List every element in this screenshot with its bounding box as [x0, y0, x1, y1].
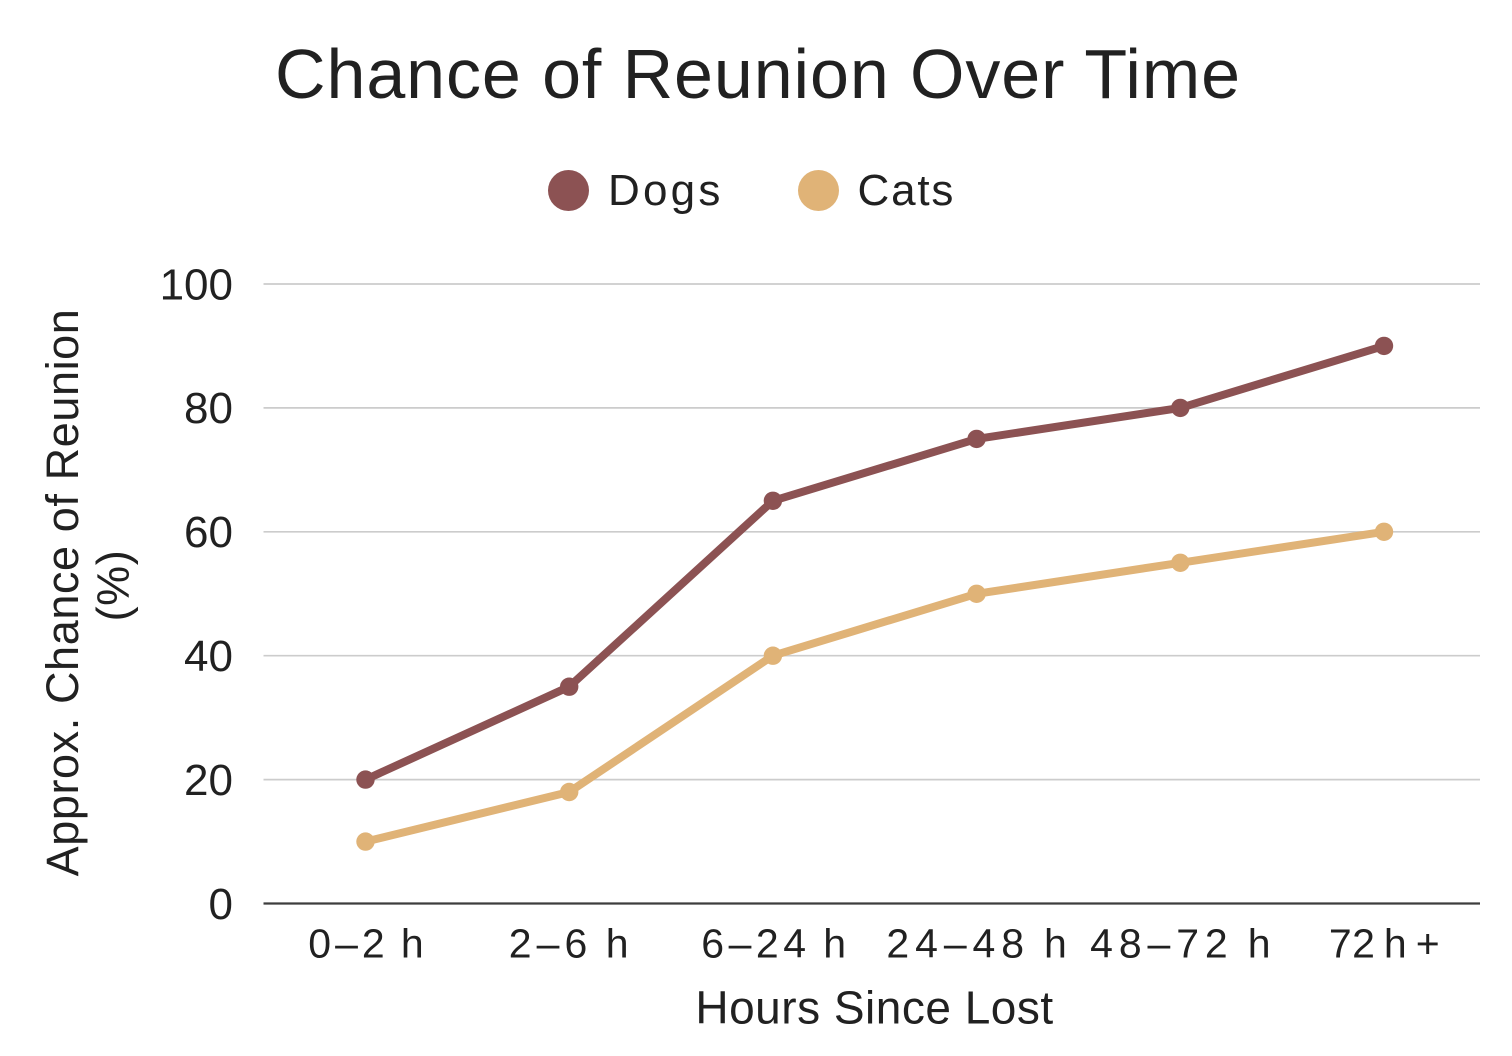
- svg-text:60: 60: [184, 508, 233, 557]
- svg-text:Approx. Chance of Reunion: Approx. Chance of Reunion: [37, 309, 88, 877]
- svg-text:Dogs: Dogs: [608, 166, 724, 215]
- svg-text:24–48 h: 24–48 h: [886, 921, 1072, 967]
- svg-text:40: 40: [184, 632, 233, 681]
- svg-text:2–6 h: 2–6 h: [509, 921, 634, 967]
- svg-text:80: 80: [184, 384, 233, 433]
- svg-text:Chance of Reunion Over Time: Chance of Reunion Over Time: [275, 35, 1241, 113]
- svg-text:0–2 h: 0–2 h: [308, 921, 427, 967]
- svg-text:0: 0: [209, 880, 233, 929]
- svg-text:20: 20: [184, 756, 233, 805]
- svg-text:100: 100: [160, 260, 233, 309]
- svg-text:Hours Since Lost: Hours Since Lost: [695, 982, 1053, 1034]
- svg-text:(%): (%): [88, 550, 139, 622]
- svg-text:72 h +: 72 h +: [1329, 921, 1440, 967]
- svg-text:Cats: Cats: [858, 166, 956, 215]
- svg-text:6–24 h: 6–24 h: [701, 921, 850, 967]
- svg-text:48–72 h: 48–72 h: [1090, 921, 1276, 967]
